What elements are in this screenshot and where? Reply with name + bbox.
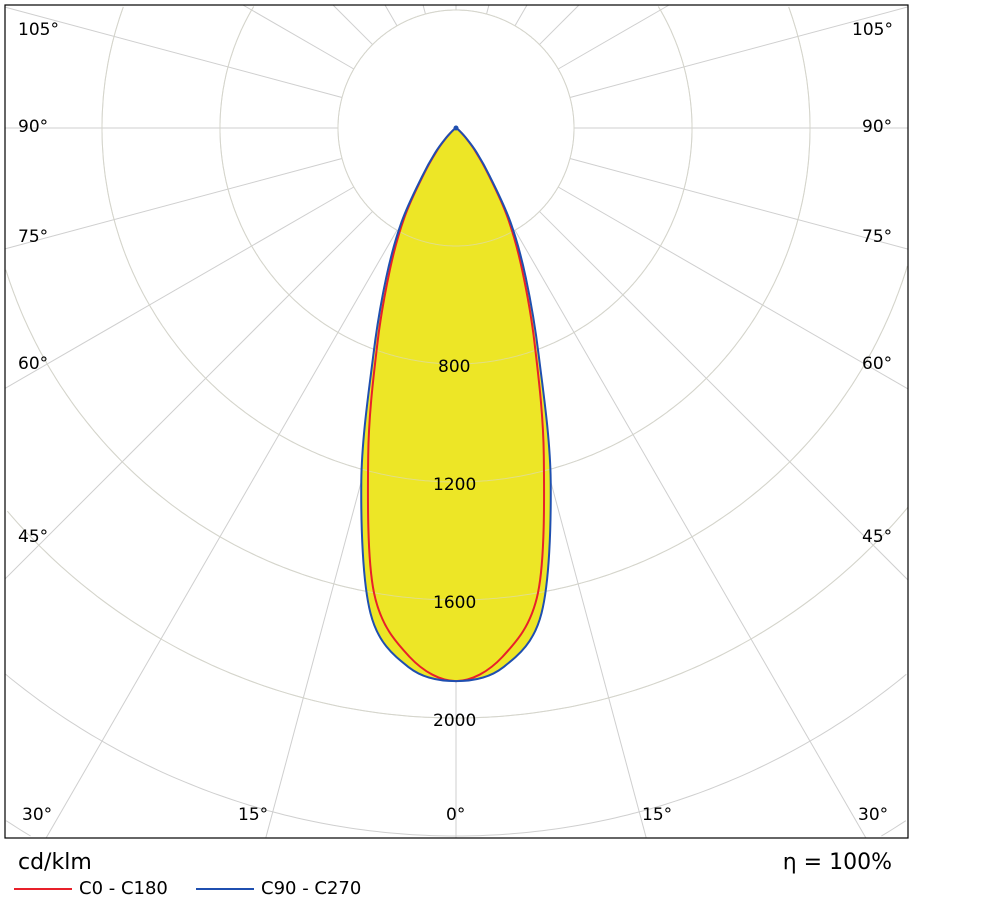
grid-spoke-135 bbox=[539, 4, 580, 45]
angle-label-right-105: 105° bbox=[852, 20, 893, 40]
angle-label-left-105: 105° bbox=[18, 20, 59, 40]
angle-label-right-75: 75° bbox=[862, 227, 893, 247]
angle-label-bottom-30-right: 30° bbox=[858, 805, 889, 825]
angle-label-left-90: 90° bbox=[18, 117, 49, 137]
unit-label: cd/klm bbox=[18, 850, 92, 875]
grid-ring-2800 bbox=[5, 820, 907, 837]
grid-spoke-120 bbox=[557, 4, 670, 70]
grid-spoke-75 bbox=[569, 158, 909, 250]
angle-label-left-75: 75° bbox=[18, 227, 49, 247]
angle-label-left-45: 45° bbox=[18, 527, 49, 547]
grid-spoke-315 bbox=[4, 211, 373, 580]
grid-spoke-195 bbox=[422, 4, 426, 15]
legend-swatch-red bbox=[14, 887, 72, 890]
grid-spoke-150 bbox=[514, 4, 528, 27]
efficiency-label: η = 100% bbox=[782, 850, 892, 875]
angle-label-right-60: 60° bbox=[862, 354, 893, 374]
angle-label-right-90: 90° bbox=[862, 117, 893, 137]
grid-ring-overlay-1600 bbox=[5, 265, 908, 601]
radial-label-1200: 1200 bbox=[433, 475, 477, 495]
grid-ring-overlay-2000 bbox=[7, 506, 909, 719]
intensity-fill bbox=[361, 128, 551, 682]
legend-item-c90-c270: C90 - C270 bbox=[196, 878, 361, 899]
legend-item-c0-c180: C0 - C180 bbox=[14, 878, 168, 899]
grid-spoke-60 bbox=[557, 186, 909, 390]
grid-spoke-300 bbox=[4, 186, 355, 389]
angle-label-bottom-15-right: 15° bbox=[642, 805, 673, 825]
grid-spoke-285 bbox=[4, 158, 343, 250]
grid-spoke-255 bbox=[4, 6, 343, 98]
grid-ring-overlay-1200 bbox=[101, 6, 811, 483]
angle-label-right-45: 45° bbox=[862, 527, 893, 547]
center-point bbox=[453, 125, 459, 131]
grid-spoke-105 bbox=[569, 6, 909, 98]
plot-frame bbox=[4, 4, 909, 839]
legend-label: C90 - C270 bbox=[261, 878, 362, 899]
radial-label-2000: 2000 bbox=[433, 711, 477, 731]
grid-spoke-165 bbox=[486, 4, 490, 15]
grid-spoke-45 bbox=[539, 211, 909, 581]
radial-label-1600: 1600 bbox=[433, 593, 477, 613]
grid-ring-2400 bbox=[5, 673, 907, 837]
angle-label-bottom-15-left: 15° bbox=[238, 805, 269, 825]
legend-label: C0 - C180 bbox=[79, 878, 168, 899]
grid-spoke-225 bbox=[332, 4, 373, 45]
angle-label-left-60: 60° bbox=[18, 354, 49, 374]
angle-label-bottom-0: 0° bbox=[446, 805, 466, 825]
legend-swatch-blue bbox=[196, 887, 254, 890]
grid-ring-overlay-400 bbox=[337, 9, 575, 247]
grid-spoke-240 bbox=[242, 4, 355, 70]
grid-spoke-210 bbox=[384, 4, 398, 27]
radial-label-800: 800 bbox=[438, 357, 471, 377]
grid-spoke-330 bbox=[45, 229, 398, 839]
curves bbox=[5, 6, 909, 719]
grid-spoke-30 bbox=[514, 229, 867, 839]
series-curve-c90-c270 bbox=[360, 126, 552, 683]
angle-label-bottom-30-left: 30° bbox=[22, 805, 53, 825]
